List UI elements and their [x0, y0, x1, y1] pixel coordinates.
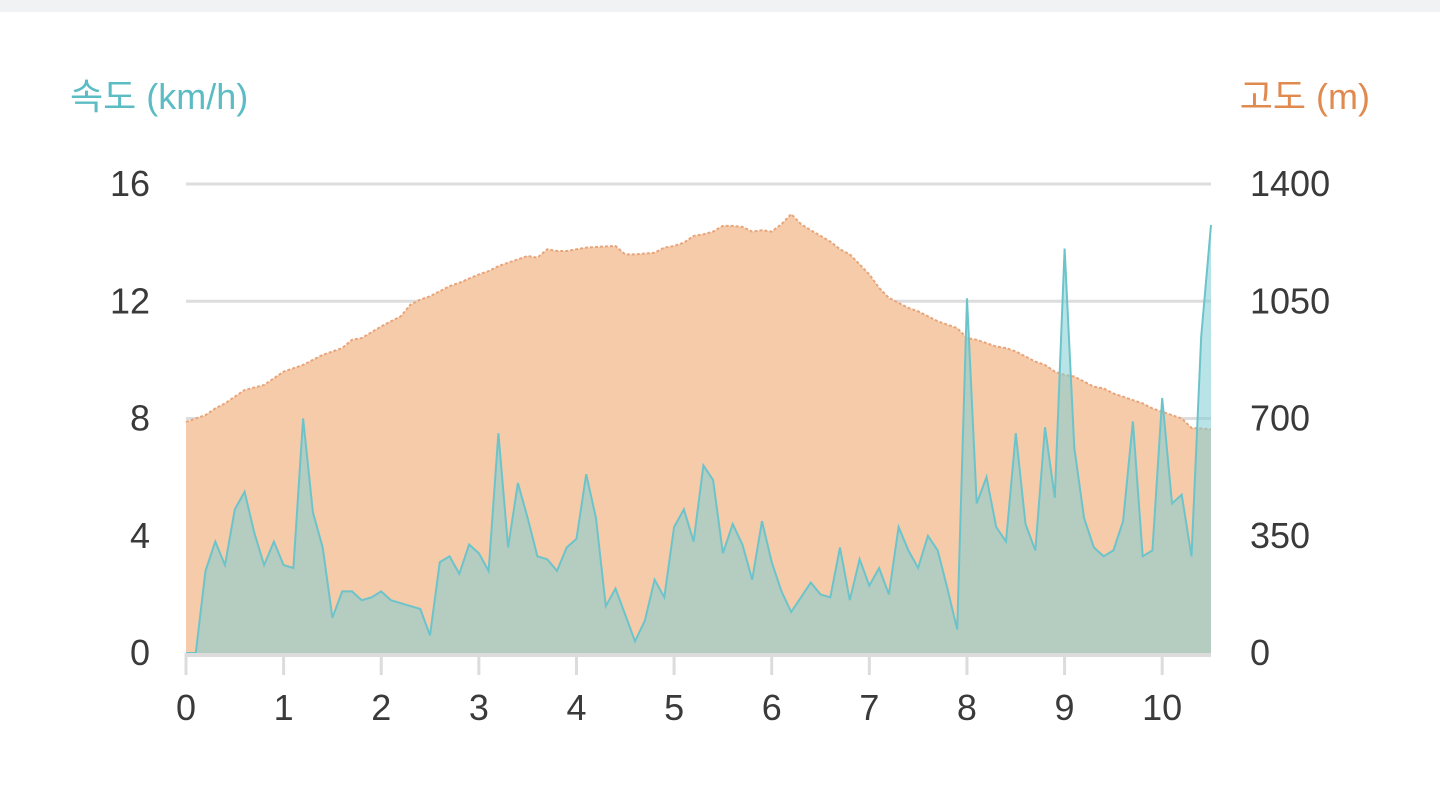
left-axis-title: 속도 (km/h) — [70, 76, 248, 117]
speed-line — [186, 224, 1212, 654]
speed-area — [186, 225, 1211, 653]
x-tick-label: 5 — [664, 687, 684, 728]
x-tick-label: 1 — [274, 687, 294, 728]
right-tick-label: 700 — [1250, 398, 1310, 439]
x-tick-label: 3 — [469, 687, 489, 728]
left-tick-label: 4 — [130, 515, 150, 556]
x-tick-label: 2 — [371, 687, 391, 728]
x-tick-label: 7 — [859, 687, 879, 728]
x-tick-label: 0 — [176, 687, 196, 728]
right-axis-title: 고도 (m) — [1240, 76, 1370, 117]
x-tick-label: 8 — [957, 687, 977, 728]
left-tick-label: 8 — [130, 398, 150, 439]
left-tick-label: 12 — [110, 280, 150, 321]
x-tick-label: 6 — [762, 687, 782, 728]
series-layer — [185, 212, 1212, 654]
right-tick-label: 0 — [1250, 632, 1270, 673]
elevation-area — [186, 214, 1211, 653]
right-tick-label: 350 — [1250, 515, 1310, 556]
x-tick-label: 10 — [1142, 687, 1182, 728]
left-tick-label: 16 — [110, 163, 150, 204]
left-tick-label: 0 — [130, 632, 150, 673]
elevation-line — [185, 212, 1212, 431]
right-tick-label: 1400 — [1250, 163, 1330, 204]
x-tick-label: 9 — [1055, 687, 1075, 728]
right-tick-label: 1050 — [1250, 280, 1330, 321]
top-strip — [0, 0, 1440, 12]
x-tick-label: 4 — [566, 687, 586, 728]
